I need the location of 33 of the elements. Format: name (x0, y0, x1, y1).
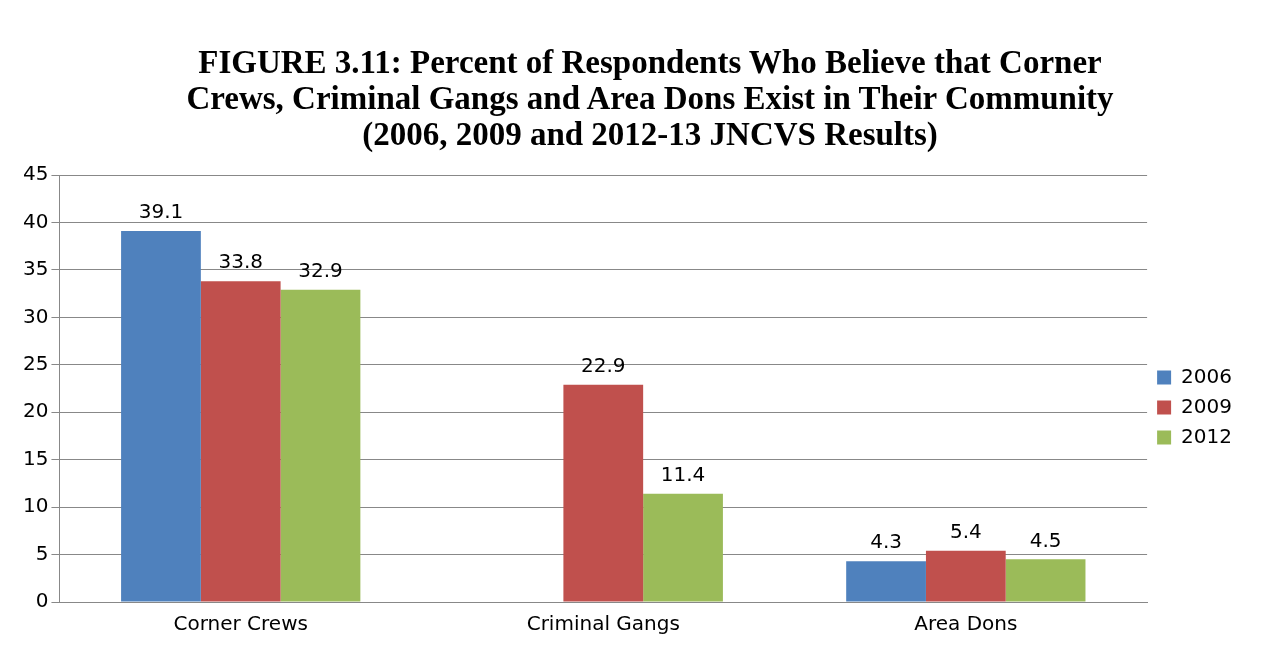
y-tick-label: 35 (23, 256, 49, 281)
y-tick-label: 20 (23, 398, 49, 423)
bar (280, 289, 361, 602)
x-tick-label: Area Dons (914, 611, 1018, 636)
bar (846, 561, 926, 602)
bar (643, 493, 723, 602)
legend-label: 2012 (1181, 423, 1233, 448)
bar (563, 384, 644, 602)
legend-label: 2006 (1181, 363, 1233, 388)
x-tick-label: Criminal Gangs (526, 611, 680, 636)
data-label: 4.5 (1029, 527, 1062, 552)
bar (200, 281, 281, 602)
y-tick-label: 30 (23, 303, 49, 328)
chart-title: FIGURE 3.11: Percent of Respondents Who Believe that Corner Crews, Criminal Gangs and Area Dons Exist in Their Community (2006, 2009 and 2012-13 JNCVS Results) (185, 44, 1115, 152)
bar (121, 230, 201, 602)
y-tick-label: 0 (35, 588, 49, 613)
data-label: 22.9 (581, 352, 626, 377)
y-tick-label: 5 (35, 540, 49, 565)
y-tick-label: 25 (23, 350, 49, 375)
data-label: 39.1 (138, 199, 184, 224)
data-label: 5.4 (949, 518, 982, 543)
data-label: 33.8 (218, 249, 263, 274)
y-tick-label: 40 (23, 208, 49, 233)
y-tick-label: 45 (23, 161, 49, 186)
data-label: 11.4 (660, 462, 706, 487)
data-label: 32.9 (298, 258, 343, 283)
bar (925, 550, 1006, 602)
bar (1005, 559, 1086, 602)
x-tick-label: Corner Crews (173, 611, 308, 636)
y-tick-label: 15 (23, 445, 49, 470)
data-label: 4.3 (870, 529, 902, 554)
y-tick-label: 10 (23, 493, 49, 518)
legend-label: 2009 (1181, 393, 1233, 418)
